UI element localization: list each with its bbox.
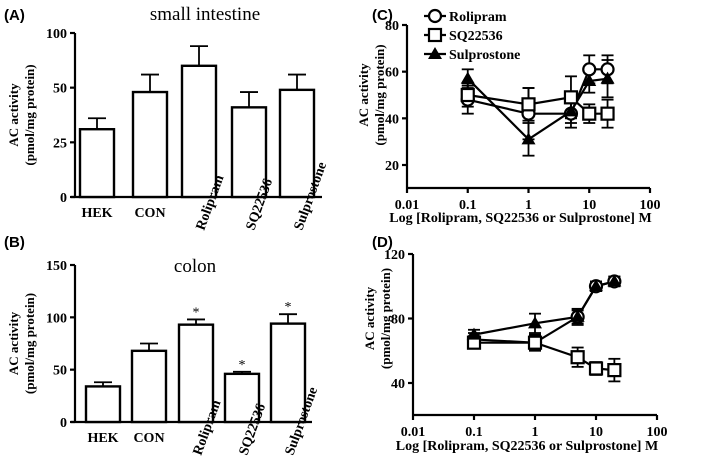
significance-marker-B: * <box>193 305 200 320</box>
y-tick-label-D: 80 <box>391 313 405 328</box>
y-tick-label-B: 150 <box>46 259 67 274</box>
data-point-C-SQ22536 <box>600 106 615 121</box>
data-point-C-SQ22536 <box>563 90 579 105</box>
y-axis-label-B-line1: AC activity <box>6 311 21 375</box>
y-axis-label-B-line2: (pmol/mg protein) <box>22 293 37 394</box>
bar-A-SQ22536 <box>230 106 268 199</box>
legend-label-Rolipram: Rolipram <box>449 10 507 25</box>
panel-label-A: (A) <box>4 7 25 24</box>
bar-A-CON <box>131 90 169 199</box>
significance-marker-B: * <box>239 358 246 373</box>
x-tick-label-C: 10 <box>582 198 596 213</box>
data-point-D-Sulprostone <box>467 327 481 340</box>
x-tick-label-D: 0.1 <box>465 425 483 440</box>
data-point-D-SQ22536 <box>588 361 604 376</box>
bar-B-SQ22536 <box>223 372 261 424</box>
data-point-D-SQ22536 <box>570 350 585 365</box>
data-point-C-Sulprostone <box>582 74 597 86</box>
bar-B-Sulprostone <box>269 322 307 424</box>
data-point-D-Sulprostone <box>607 274 622 287</box>
chart-title-A: small intestine <box>150 4 260 25</box>
x-axis-label-C: Log [Rolipram, SQ22536 or Sulprostone] M <box>389 211 651 226</box>
y-tick-label-A: 0 <box>60 191 67 206</box>
x-tick-label-D: 100 <box>647 425 668 440</box>
y-tick-label-B: 0 <box>60 416 67 431</box>
category-label-A: CON <box>134 206 165 221</box>
y-axis-label-D-line2: (pmol/mg protein) <box>378 268 393 369</box>
legend-label-Sulprostone: Sulprostone <box>449 48 520 63</box>
x-tick-label-D: 1 <box>532 425 539 440</box>
x-tick-label-C: 100 <box>640 198 661 213</box>
y-axis-label-C-line1: AC activity <box>356 63 371 127</box>
data-point-C-Sulprostone <box>521 132 536 145</box>
data-point-D-Sulprostone <box>570 309 585 322</box>
y-tick-label-D: 40 <box>391 377 405 392</box>
data-point-C-Rolipram <box>582 62 597 77</box>
bar-A-Rolipram <box>180 64 218 199</box>
y-tick-label-D: 120 <box>384 248 405 263</box>
panel-label-B: (B) <box>4 234 25 251</box>
data-point-D-SQ22536 <box>527 335 543 350</box>
x-tick-label-D: 0.01 <box>401 425 426 440</box>
chart-title-B: colon <box>174 256 217 277</box>
data-point-C-Sulprostone <box>600 71 615 84</box>
data-point-C-SQ22536 <box>582 106 597 121</box>
legend-label-SQ22536: SQ22536 <box>449 29 503 44</box>
panel-label-D: (D) <box>372 234 393 251</box>
legend-marker-Rolipram <box>427 8 443 24</box>
bar-B-CON <box>130 349 168 424</box>
data-point-C-Sulprostone <box>563 104 578 117</box>
y-tick-label-B: 100 <box>46 311 67 326</box>
y-tick-label-A: 25 <box>53 136 67 151</box>
x-tick-label-D: 10 <box>589 425 603 440</box>
data-point-D-Sulprostone <box>528 316 542 329</box>
category-label-B: CON <box>133 431 164 446</box>
y-tick-label-C: 60 <box>385 66 399 81</box>
y-tick-label-C: 20 <box>385 159 399 174</box>
x-tick-label-C: 0.1 <box>459 198 477 213</box>
data-point-D-SQ22536 <box>607 363 622 378</box>
significance-marker-B: * <box>285 300 292 315</box>
y-axis-label-C-line2: (pmol/mg protein) <box>372 44 387 145</box>
y-axis-label-A-line2: (pmol/mg protein) <box>22 64 37 165</box>
y-tick-label-C: 40 <box>385 112 399 127</box>
data-point-C-Sulprostone <box>460 71 475 84</box>
x-tick-label-C: 1 <box>525 198 532 213</box>
bar-B-HEK <box>84 385 122 424</box>
x-tick-label-C: 0.01 <box>395 198 420 213</box>
panel-label-C: (C) <box>372 7 393 24</box>
y-tick-label-A: 100 <box>46 27 67 42</box>
data-point-D-Sulprostone <box>589 279 603 292</box>
category-label-B: HEK <box>87 431 118 446</box>
bar-A-HEK <box>78 128 116 199</box>
y-tick-label-C: 80 <box>385 19 399 34</box>
y-axis-label-A-line1: AC activity <box>6 83 21 147</box>
y-axis-label-D-line1: AC activity <box>362 286 377 350</box>
y-tick-label-A: 50 <box>53 82 67 97</box>
legend-marker-Sulprostone <box>428 47 442 59</box>
y-tick-label-B: 50 <box>53 364 67 379</box>
data-point-C-SQ22536 <box>521 97 536 112</box>
x-axis-label-D: Log [Rolipram, SQ22536 or Sulprostone] M <box>396 439 658 454</box>
data-point-C-SQ22536 <box>460 87 475 103</box>
legend-marker-SQ22536 <box>427 27 443 43</box>
bar-B-Rolipram <box>177 323 215 424</box>
bar-A-Sulprostone <box>278 88 316 199</box>
category-label-A: HEK <box>81 206 112 221</box>
